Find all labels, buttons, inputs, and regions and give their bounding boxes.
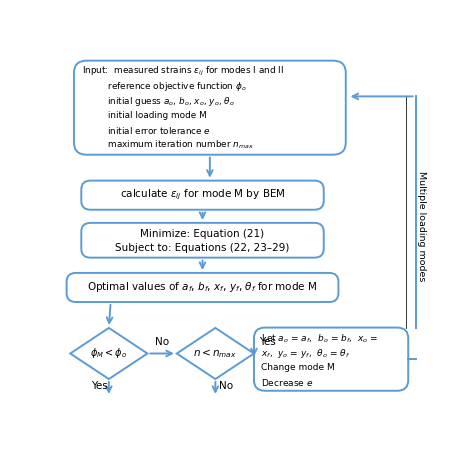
Text: initial guess $a_o$, $b_o$, $x_o$, $y_o$, $\theta_o$: initial guess $a_o$, $b_o$, $x_o$, $y_o$… (82, 95, 235, 107)
Text: No: No (155, 337, 169, 347)
Polygon shape (177, 328, 254, 379)
Text: Yes: Yes (91, 381, 108, 391)
Text: Minimize: Equation (21): Minimize: Equation (21) (140, 229, 264, 239)
Text: Optimal values of $a_f$, $b_f$, $x_f$, $y_f$, $\theta_f$ for mode M: Optimal values of $a_f$, $b_f$, $x_f$, $… (87, 280, 318, 295)
Text: $x_f$,  $y_o$ = $y_f$,  $\theta_o$ = $\theta_f$: $x_f$, $y_o$ = $y_f$, $\theta_o$ = $\the… (261, 347, 350, 360)
FancyBboxPatch shape (74, 61, 346, 155)
FancyBboxPatch shape (82, 223, 324, 258)
Text: $\phi_M < \phi_o$: $\phi_M < \phi_o$ (91, 347, 127, 361)
Text: initial error tolerance $e$: initial error tolerance $e$ (82, 125, 211, 136)
Text: maximum iteration number $n_{max}$: maximum iteration number $n_{max}$ (82, 139, 254, 151)
Text: Decrease $e$: Decrease $e$ (261, 377, 313, 388)
Text: Yes: Yes (259, 337, 276, 347)
FancyBboxPatch shape (82, 181, 324, 210)
Polygon shape (70, 328, 147, 379)
FancyBboxPatch shape (254, 328, 408, 391)
Text: calculate $\varepsilon_{ij}$ for mode M by BEM: calculate $\varepsilon_{ij}$ for mode M … (120, 188, 285, 202)
Text: initial loading mode M: initial loading mode M (82, 111, 207, 120)
Text: Let $a_o$ = $a_f$,  $b_o$ = $b_f$,  $x_o$ =: Let $a_o$ = $a_f$, $b_o$ = $b_f$, $x_o$ … (261, 332, 378, 345)
Text: Subject to: Equations (22, 23–29): Subject to: Equations (22, 23–29) (115, 243, 290, 253)
Text: Input:  measured strains $\varepsilon_{ij}$ for modes I and II: Input: measured strains $\varepsilon_{ij… (82, 65, 284, 78)
Text: Multiple loading modes: Multiple loading modes (417, 171, 426, 281)
FancyBboxPatch shape (66, 273, 338, 302)
Text: No: No (219, 381, 233, 391)
Text: Change mode M: Change mode M (261, 363, 334, 372)
Text: reference objective function $\phi_o$: reference objective function $\phi_o$ (82, 80, 247, 93)
Text: $n < n_{max}$: $n < n_{max}$ (193, 347, 237, 360)
